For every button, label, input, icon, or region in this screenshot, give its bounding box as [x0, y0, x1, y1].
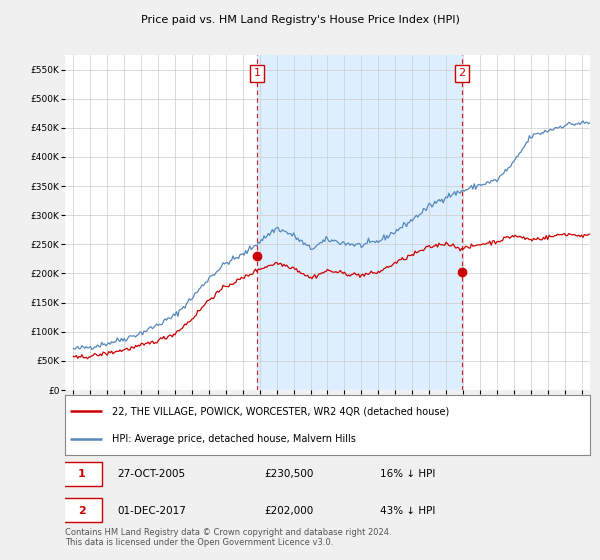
FancyBboxPatch shape [62, 498, 102, 522]
Text: £202,000: £202,000 [265, 506, 314, 516]
Text: 27-OCT-2005: 27-OCT-2005 [118, 469, 185, 479]
Text: 22, THE VILLAGE, POWICK, WORCESTER, WR2 4QR (detached house): 22, THE VILLAGE, POWICK, WORCESTER, WR2 … [112, 406, 449, 416]
Text: £230,500: £230,500 [265, 469, 314, 479]
Text: 16% ↓ HPI: 16% ↓ HPI [380, 469, 436, 479]
Text: 1: 1 [78, 469, 86, 479]
Bar [257, 55, 461, 390]
FancyBboxPatch shape [62, 462, 102, 486]
Text: HPI: Average price, detached house, Malvern Hills: HPI: Average price, detached house, Malv… [112, 434, 356, 444]
Text: Price paid vs. HM Land Registry's House Price Index (HPI): Price paid vs. HM Land Registry's House … [140, 15, 460, 25]
Text: 2: 2 [458, 68, 465, 78]
Text: Contains HM Land Registry data © Crown copyright and database right 2024.
This d: Contains HM Land Registry data © Crown c… [65, 528, 392, 548]
Text: 1: 1 [253, 68, 260, 78]
Text: 2: 2 [78, 506, 86, 516]
Text: 43% ↓ HPI: 43% ↓ HPI [380, 506, 436, 516]
Text: 01-DEC-2017: 01-DEC-2017 [118, 506, 187, 516]
